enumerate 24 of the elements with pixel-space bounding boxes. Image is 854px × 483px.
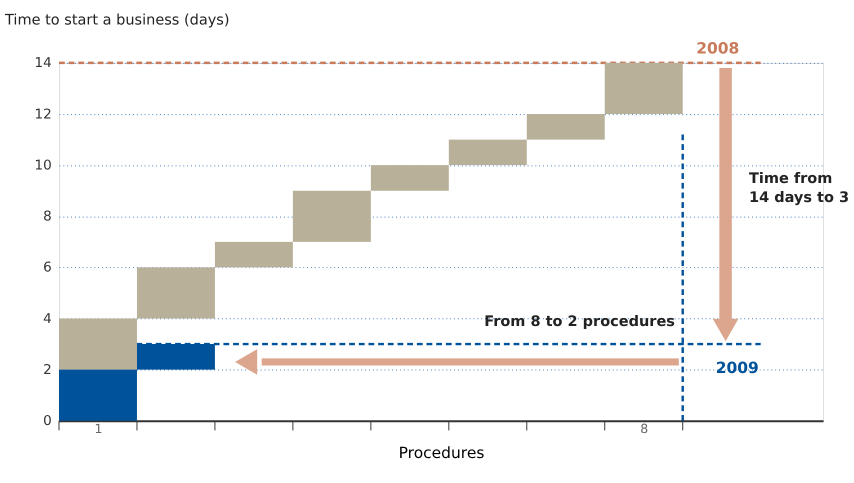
- y-tick-label: 4: [43, 310, 52, 327]
- bar: [526, 114, 605, 140]
- text: Time from 14 days to 3: [748, 170, 850, 206]
- y-tick-label: 2: [43, 362, 52, 378]
- y-tick-label: 8: [43, 208, 52, 225]
- y-tick-label: 0: [43, 413, 52, 430]
- annotation: From 8 to 2 procedures: [484, 314, 675, 330]
- bar: [214, 242, 293, 268]
- chart-title: Time to start a business (days): [4, 12, 230, 29]
- y-tick-label: 12: [34, 106, 52, 122]
- text: 2009: [716, 359, 759, 378]
- bar: [604, 62, 683, 114]
- bar: [58, 370, 137, 421]
- bar: [58, 318, 137, 370]
- y-tick-label: 14: [34, 55, 52, 72]
- x-tick-label: 1: [94, 420, 102, 436]
- bar: [448, 140, 527, 166]
- series-label: 2008: [696, 40, 740, 58]
- bar: [292, 190, 371, 242]
- y-tick-label: 6: [43, 260, 52, 276]
- y-tick-label: 10: [34, 157, 52, 174]
- bar: [136, 267, 215, 318]
- bar: [370, 165, 449, 191]
- x-axis-title: Procedures: [398, 444, 484, 462]
